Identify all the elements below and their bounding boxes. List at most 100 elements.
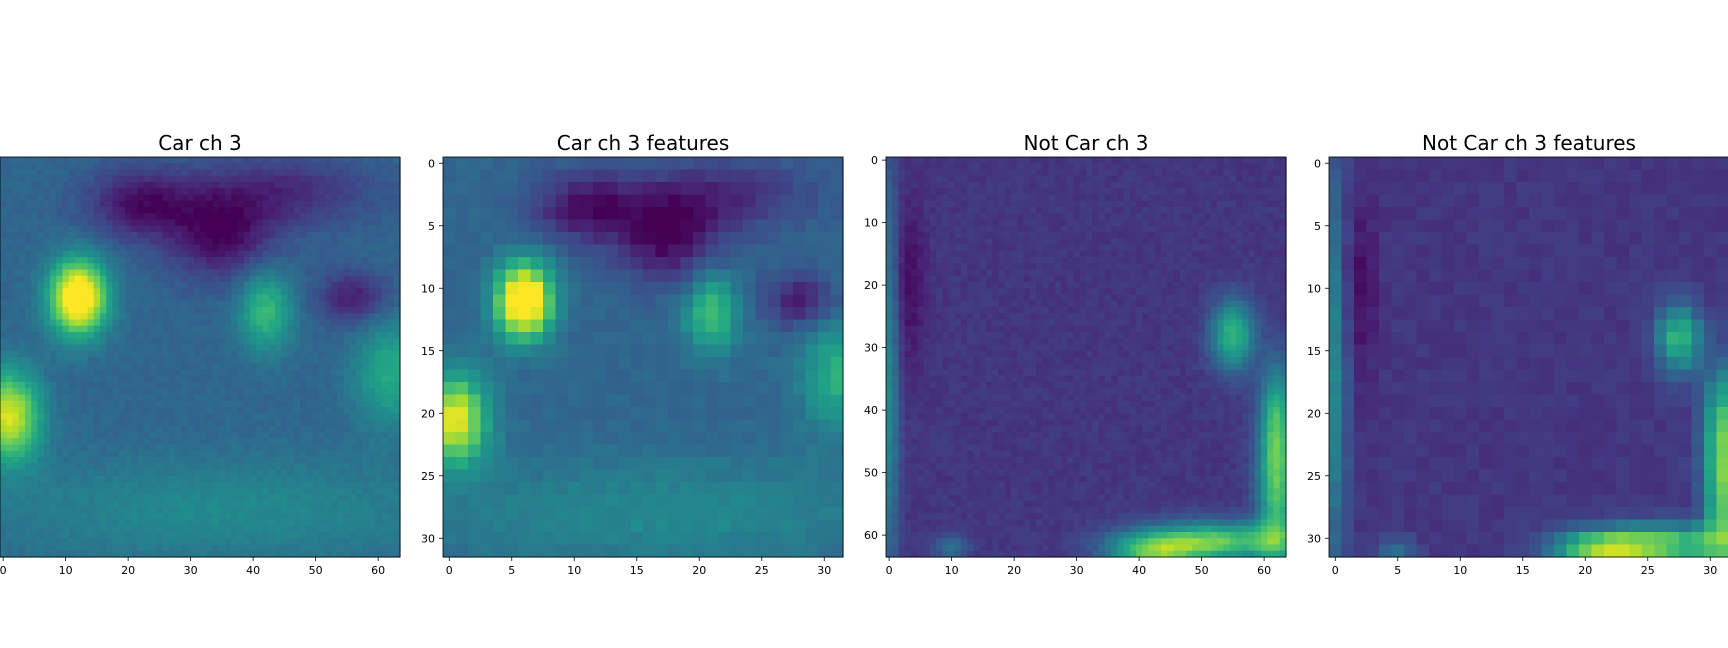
heatmap-cell	[331, 413, 339, 421]
heatmap-cell	[655, 482, 669, 496]
heatmap-cell	[281, 369, 289, 377]
heatmap-cell	[768, 244, 782, 258]
heatmap-cell	[187, 357, 195, 364]
heatmap-cell	[212, 313, 220, 321]
heatmap-cell	[480, 244, 494, 258]
heatmap-cell	[300, 400, 307, 408]
heatmap-cell	[75, 550, 82, 558]
heatmap-cell	[225, 469, 232, 477]
heatmap-cell	[293, 519, 301, 527]
heatmap-cell	[118, 419, 126, 427]
heatmap-cell	[281, 157, 289, 164]
heatmap-cell	[181, 175, 189, 183]
heatmap-cell	[200, 419, 207, 427]
heatmap-cell	[81, 238, 89, 246]
heatmap-cell	[381, 550, 389, 558]
heatmap-cell	[250, 532, 257, 539]
heatmap-cell	[25, 313, 32, 321]
heatmap-cell	[331, 450, 339, 458]
heatmap-cell	[0, 257, 7, 264]
heatmap-cell	[718, 419, 732, 433]
heatmap-cell	[37, 175, 45, 183]
heatmap-cell	[480, 394, 494, 408]
heatmap-cell	[100, 482, 107, 489]
heatmap-cell	[362, 463, 370, 471]
heatmap-cell	[137, 238, 145, 246]
heatmap-cell	[655, 369, 669, 383]
heatmap-cell	[468, 332, 482, 346]
heatmap-cell	[243, 419, 251, 427]
heatmap-cell	[455, 257, 469, 271]
heatmap-cell	[200, 344, 207, 352]
heatmap-cell	[156, 232, 164, 239]
heatmap-cell	[6, 157, 14, 164]
heatmap-cell	[743, 232, 757, 246]
heatmap-cell	[68, 207, 76, 214]
heatmap-cell	[250, 175, 257, 183]
heatmap-cell	[668, 219, 682, 233]
heatmap-cell	[256, 182, 264, 189]
heatmap-cell	[200, 219, 207, 227]
heatmap-cell	[356, 532, 364, 539]
heatmap-cell	[343, 263, 351, 271]
heatmap-cell	[181, 507, 189, 514]
heatmap-cell	[281, 257, 289, 264]
heatmap-cell	[730, 482, 744, 496]
heatmap-cell	[156, 307, 164, 314]
heatmap-cell	[281, 544, 289, 552]
heatmap-cell	[680, 457, 694, 471]
x-tick-label: 30	[184, 564, 198, 577]
heatmap-cell	[125, 382, 132, 389]
heatmap-cell	[262, 313, 270, 321]
heatmap-cell	[256, 463, 264, 471]
heatmap-cell	[306, 175, 314, 183]
heatmap-cell	[368, 425, 376, 433]
heatmap-cell	[37, 269, 45, 277]
heatmap-cell	[125, 494, 132, 502]
heatmap-cell	[175, 194, 182, 202]
heatmap-cell	[718, 157, 732, 171]
heatmap-cell	[350, 232, 357, 239]
heatmap-cell	[350, 450, 357, 458]
heatmap-cell	[306, 238, 314, 246]
heatmap-cell	[275, 288, 282, 296]
heatmap-cell	[137, 450, 145, 458]
heatmap-cell	[387, 525, 395, 533]
heatmap-cell	[237, 350, 245, 358]
heatmap-cell	[568, 194, 582, 208]
heatmap-cell	[268, 369, 276, 377]
heatmap-cell	[31, 550, 39, 558]
heatmap-cell	[106, 207, 114, 214]
heatmap-cell	[68, 538, 76, 546]
heatmap-cell	[43, 169, 51, 177]
heatmap-cell	[805, 182, 819, 196]
heatmap-cell	[12, 175, 20, 183]
heatmap-cell	[175, 450, 182, 458]
heatmap-cell	[181, 238, 189, 246]
heatmap-cell	[200, 444, 207, 452]
heatmap-cell	[518, 469, 532, 483]
heatmap-cell	[237, 438, 245, 446]
heatmap-cell	[62, 250, 70, 258]
heatmap-cell	[225, 400, 232, 408]
heatmap-cell	[162, 525, 170, 533]
heatmap-cell	[18, 394, 26, 402]
heatmap-cell	[325, 525, 332, 533]
heatmap-cell	[131, 357, 139, 364]
heatmap-cell	[362, 494, 370, 502]
heatmap-cell	[268, 213, 276, 221]
heatmap-cell	[350, 357, 357, 364]
heatmap-cell	[518, 444, 532, 458]
heatmap-cell	[555, 194, 569, 208]
heatmap-cell	[6, 388, 14, 396]
heatmap-cell	[755, 319, 769, 333]
heatmap-cell	[150, 319, 157, 327]
heatmap-cell	[387, 332, 395, 339]
heatmap-cell	[118, 513, 126, 521]
heatmap-cell	[568, 307, 582, 321]
heatmap-cell	[93, 244, 101, 252]
heatmap-cell	[0, 394, 7, 402]
heatmap-cell	[193, 438, 201, 446]
heatmap-cell	[293, 244, 301, 252]
heatmap-cell	[212, 163, 220, 171]
